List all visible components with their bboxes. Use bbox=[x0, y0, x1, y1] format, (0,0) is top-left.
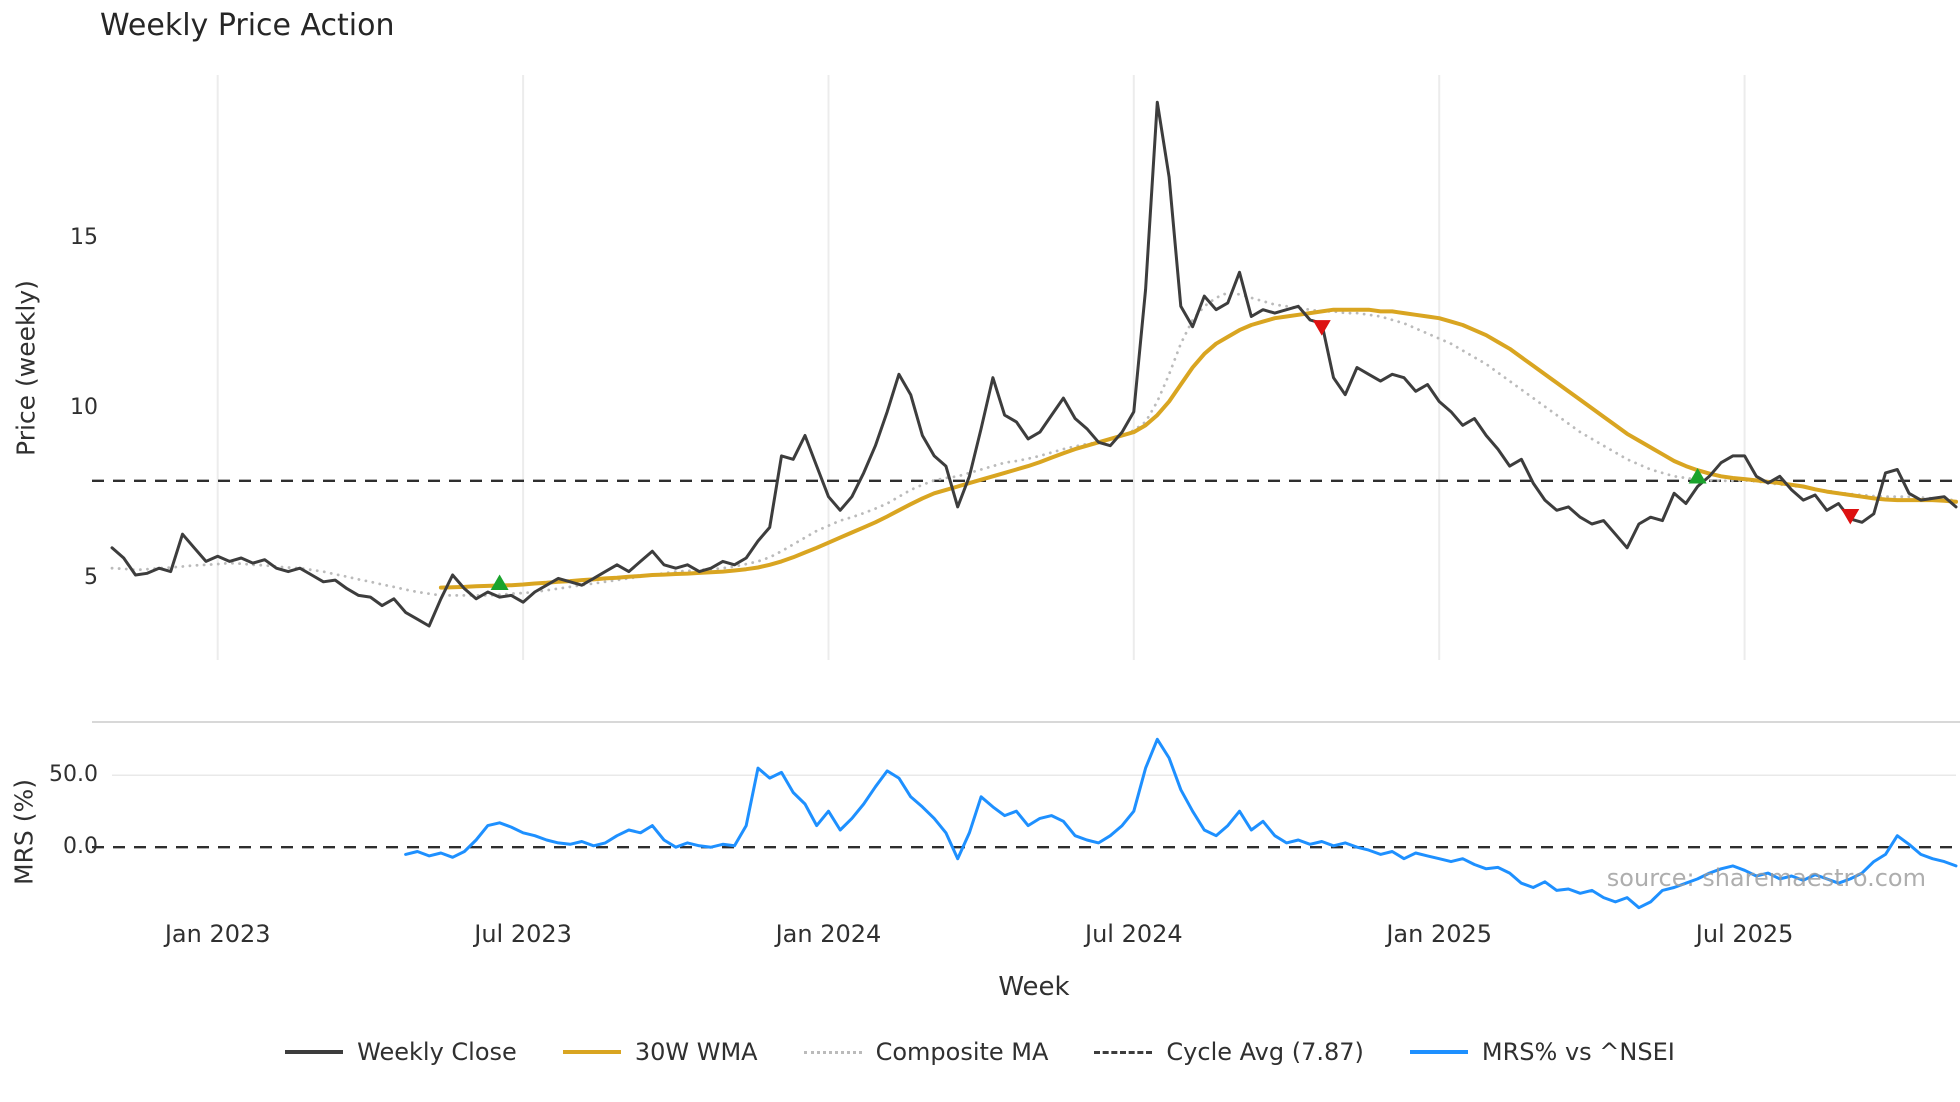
source-watermark: source: sharemaestro.com bbox=[1606, 864, 1926, 892]
legend-item-weekly-close: Weekly Close bbox=[285, 1038, 517, 1066]
mrs-line-sample bbox=[1409, 1050, 1468, 1054]
price-axis-label: Price (weekly) bbox=[11, 280, 41, 456]
legend-label-mrs: MRS% vs ^NSEI bbox=[1481, 1038, 1675, 1066]
legend-item-cycle-avg: Cycle Avg (7.87) bbox=[1094, 1038, 1364, 1066]
mrs-axis-label: MRS (%) bbox=[9, 778, 39, 886]
y-tick-50.0: 50.0 bbox=[49, 762, 98, 788]
x-tick-jul-2024: Jul 2024 bbox=[1084, 920, 1183, 948]
buy-signal-marker bbox=[1688, 468, 1707, 484]
weekly-close-line bbox=[110, 100, 1958, 628]
x-tick-jan-2025: Jan 2025 bbox=[1386, 920, 1493, 948]
sell-signal-marker bbox=[1312, 320, 1331, 336]
y-tick-0.0: 0.0 bbox=[63, 834, 98, 860]
wma-line-sample bbox=[562, 1050, 621, 1054]
composite-ma-line bbox=[110, 291, 1958, 597]
y-tick-15: 15 bbox=[70, 225, 98, 251]
legend-label-weekly-close: Weekly Close bbox=[357, 1038, 517, 1066]
sell-signal-marker bbox=[1841, 508, 1860, 525]
buy-signal-marker bbox=[490, 574, 509, 590]
x-tick-jan-2023: Jan 2023 bbox=[164, 920, 271, 948]
legend-label-30w-wma: 30W WMA bbox=[634, 1038, 758, 1066]
chart-title: Weekly Price Action bbox=[100, 8, 395, 43]
x-axis-label: Week bbox=[998, 972, 1070, 1002]
x-tick-jan-2024: Jan 2024 bbox=[775, 920, 882, 948]
mrs-vs-nsei-line bbox=[404, 737, 1958, 910]
x-tick-jul-2023: Jul 2023 bbox=[474, 920, 572, 948]
30w-wma-line bbox=[438, 307, 1958, 590]
composite-ma-line-sample bbox=[803, 1050, 862, 1054]
legend-label-cycle-avg: Cycle Avg (7.87) bbox=[1166, 1038, 1364, 1066]
legend-item-30w-wma: 30W WMA bbox=[562, 1038, 758, 1066]
y-tick-10: 10 bbox=[70, 395, 98, 421]
legend: Weekly Close 30W WMA Composite MA Cycle … bbox=[0, 1032, 1960, 1072]
legend-item-composite-ma: Composite MA bbox=[803, 1038, 1049, 1066]
legend-label-composite-ma: Composite MA bbox=[875, 1038, 1049, 1066]
weekly-close-line-sample bbox=[285, 1050, 344, 1054]
legend-item-mrs: MRS% vs ^NSEI bbox=[1409, 1038, 1675, 1066]
x-tick-jul-2025: Jul 2025 bbox=[1695, 920, 1794, 948]
cycle-avg-line-sample bbox=[1094, 1050, 1153, 1054]
y-tick-5: 5 bbox=[84, 565, 98, 591]
